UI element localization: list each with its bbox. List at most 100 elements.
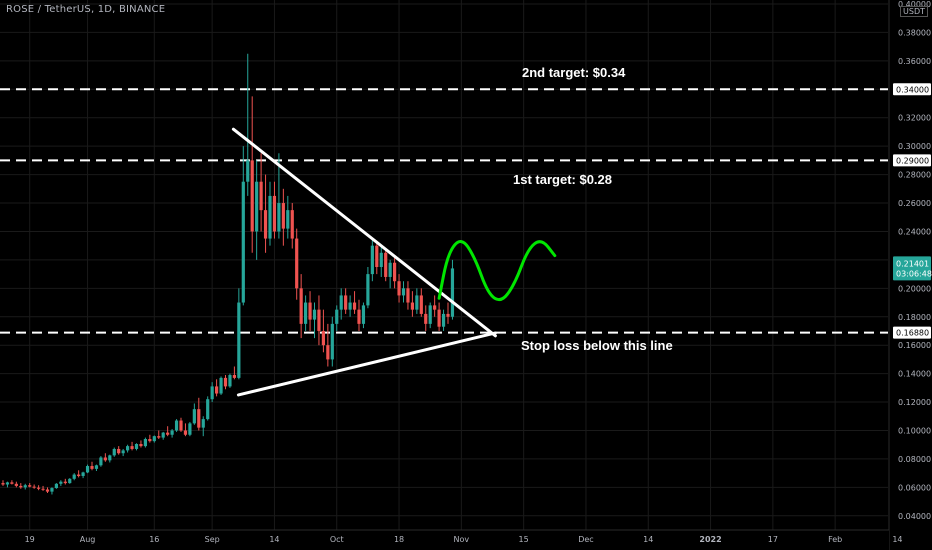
symbol-header: ROSE / TetherUS, 1D, BINANCE [6, 4, 166, 15]
candle-body [130, 446, 134, 449]
candle-body [117, 448, 121, 454]
candle-body [277, 203, 281, 232]
price-tick-label: 0.32000 [898, 114, 931, 123]
candle-body [241, 181, 245, 303]
candle-body [143, 439, 147, 447]
stop-loss-label: Stop loss below this line [521, 338, 673, 353]
candle-body [179, 420, 183, 431]
candle-body [317, 309, 321, 331]
candle-body [28, 485, 32, 487]
candle-body [188, 423, 192, 435]
time-tick-label: 19 [25, 535, 35, 544]
candle-body [85, 466, 90, 473]
candle-body [81, 472, 85, 476]
candle-body [37, 487, 41, 489]
candle-body [263, 210, 268, 239]
time-tick-label: 2022 [699, 535, 721, 544]
candle-body [379, 252, 383, 267]
axis-unit-badge[interactable]: USDT [900, 6, 928, 17]
level-tag-label: 0.34000 [896, 85, 929, 94]
time-tick-label: 16 [149, 535, 159, 544]
candle-body [295, 238, 299, 289]
candle-body [419, 295, 423, 314]
candle-body [330, 323, 334, 360]
candle-body [63, 481, 67, 484]
time-axis[interactable]: 19 Aug 16 Sep 14 Oct 18 Nov 15 Dec 14 2022 17 Feb 14 [0, 529, 903, 550]
candle-body [126, 446, 130, 451]
candle-body [45, 489, 50, 492]
candle-body [272, 195, 277, 232]
candle-body [450, 268, 455, 317]
candle-body [415, 295, 419, 310]
candle-body [357, 309, 361, 324]
candle-body [54, 483, 58, 489]
candle-body [139, 443, 143, 447]
candle-body [108, 455, 112, 461]
candle-body [50, 488, 54, 492]
time-tick-label: 14 [892, 535, 902, 544]
level-tag [893, 326, 931, 339]
candle-body [361, 305, 366, 324]
candle-body [321, 330, 325, 346]
candle-body [152, 436, 156, 442]
price-tick-label: 0.08000 [898, 455, 931, 464]
candle-body [393, 262, 397, 282]
price-tick-label: 0.28000 [898, 171, 931, 180]
candle-body [384, 252, 388, 277]
candle-body [290, 210, 294, 239]
candle-body [228, 375, 232, 387]
candle-body [388, 262, 392, 277]
level-tag [893, 83, 931, 96]
candle-body [59, 481, 63, 484]
level-tag [893, 154, 931, 167]
candle-body [32, 486, 36, 488]
candle-body [103, 457, 107, 461]
candle-body [201, 419, 205, 428]
candle-body [99, 457, 103, 466]
price-tick-label: 0.18000 [898, 313, 931, 322]
candle-body [246, 160, 250, 182]
candle-body [10, 482, 14, 484]
candle-body [148, 439, 152, 442]
grid [0, 0, 898, 530]
candle-body [5, 482, 10, 485]
time-tick-label: Dec [578, 535, 593, 544]
candle-body [375, 245, 379, 267]
candle-body [428, 305, 432, 324]
upper-trendline [231, 127, 497, 338]
candle-body [335, 309, 339, 324]
candle-body [206, 399, 210, 420]
price-tick-label: 0.40000 [898, 0, 931, 9]
level-tag-label: 0.16880 [896, 329, 929, 338]
price-tick-label: 0.24000 [898, 227, 931, 236]
price-tick-label: 0.26000 [898, 199, 931, 208]
candle-body [339, 295, 343, 310]
candle-body [90, 466, 94, 469]
candle-body [259, 181, 263, 211]
candle-body [286, 210, 290, 229]
candle-body [255, 181, 259, 232]
candle-body [401, 288, 406, 296]
candle-body [370, 245, 374, 275]
candle-body [68, 478, 72, 484]
candle-body [348, 302, 352, 310]
projection-curve [437, 240, 557, 302]
candle-body [197, 409, 201, 428]
candle-body [237, 302, 241, 378]
time-tick-label: 14 [643, 535, 653, 544]
candle-body [308, 302, 312, 320]
candle-body [94, 465, 99, 469]
candle-body [326, 345, 330, 360]
time-tick-label: 15 [519, 535, 529, 544]
price-tick-label: 0.10000 [898, 426, 931, 435]
candle-body [406, 288, 410, 303]
price-tick-label: 0.38000 [898, 28, 931, 37]
candle-body [352, 302, 357, 310]
candle-body [112, 448, 116, 456]
time-tick-label: 14 [269, 535, 279, 544]
price-tick-label: 0.04000 [898, 512, 931, 521]
price-axis[interactable]: 0.04000 0.06000 0.08000 0.10000 0.12000 0.140… [888, 0, 932, 550]
time-tick-label: Nov [454, 535, 470, 544]
candle-body [183, 430, 188, 435]
